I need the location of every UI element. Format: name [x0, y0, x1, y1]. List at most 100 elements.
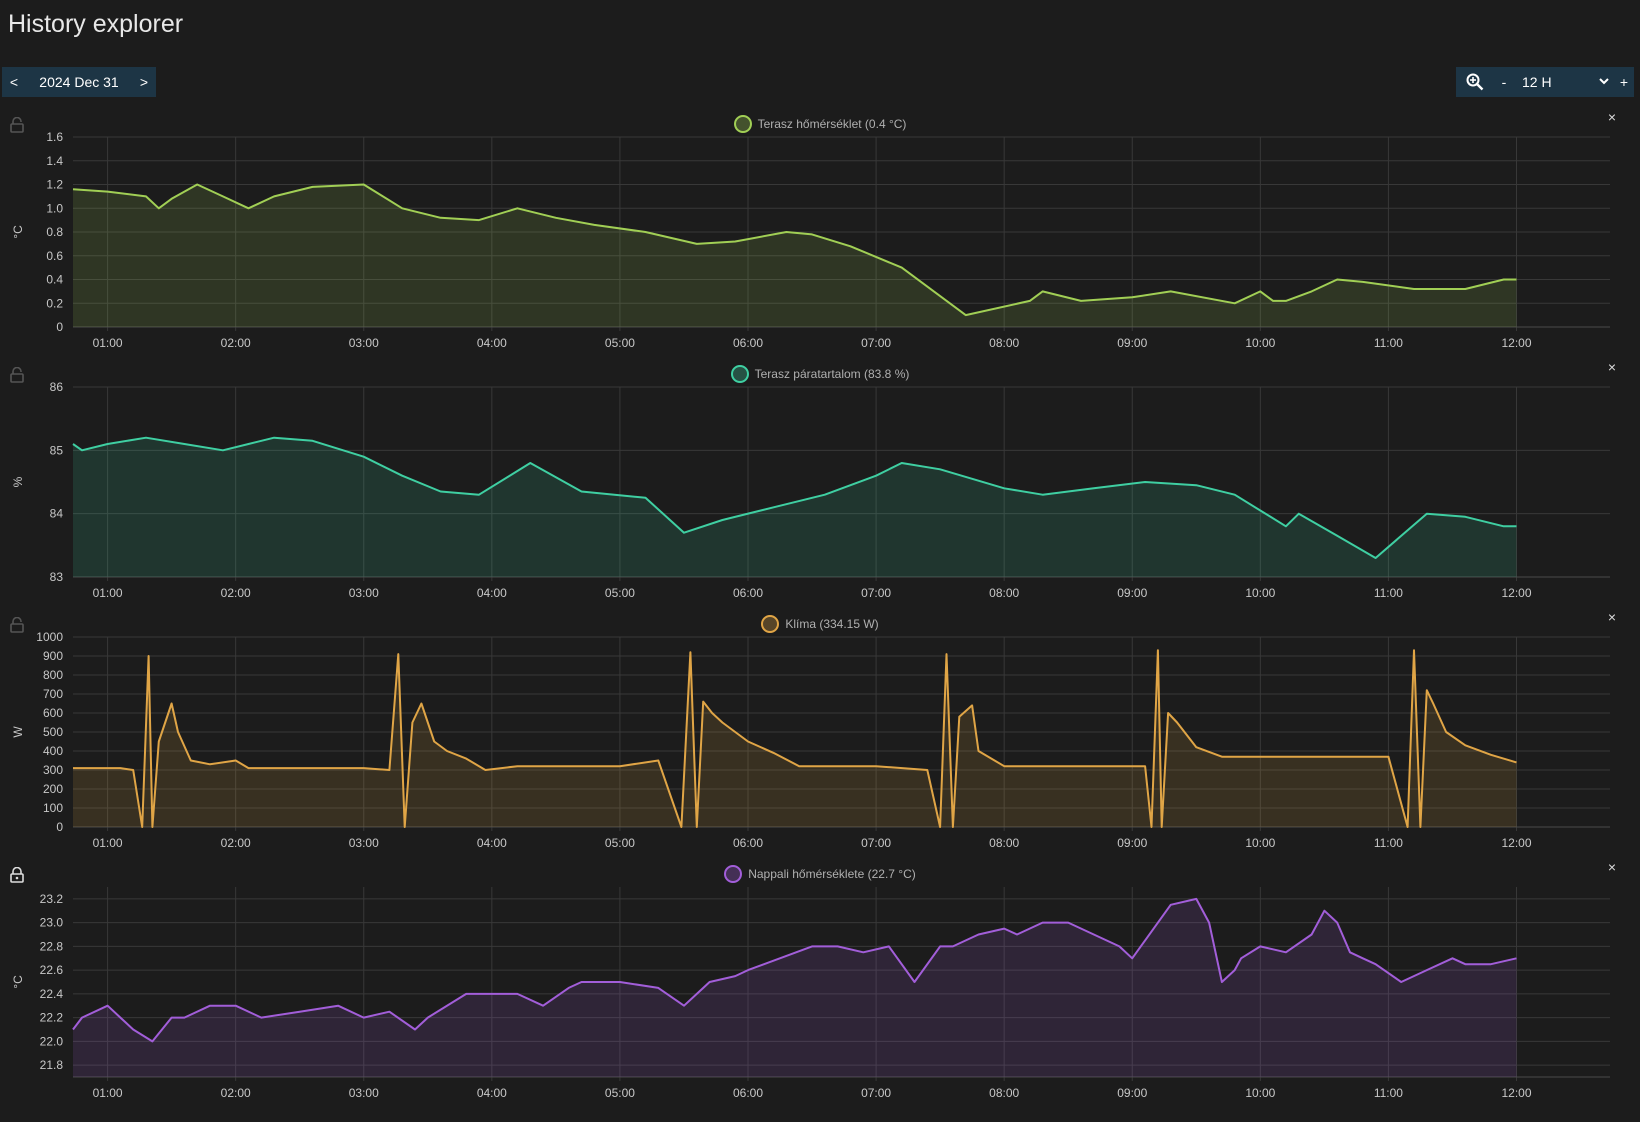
x-tick-label: 09:00	[1117, 1086, 1147, 1100]
x-tick-label: 01:00	[93, 336, 123, 350]
x-tick-label: 06:00	[733, 1086, 763, 1100]
series-line	[72, 897, 1517, 1043]
x-tick-label: 04:00	[477, 336, 507, 350]
range-value: 12 H	[1522, 74, 1552, 90]
series-area	[73, 650, 1517, 827]
lock-open-icon[interactable]	[10, 616, 24, 633]
chart-panel: Klíma (334.15 W) × 01:00 02:00 03:00 04:00 0…	[0, 605, 1640, 855]
series-area	[73, 184, 1517, 327]
chart-plot: 01:00 02:00 03:00 04:00 05:00 06:00 07:00 08:00…	[11, 380, 1610, 600]
y-tick-label: 0	[56, 320, 63, 334]
chart-panel: Terasz hőmérséklet (0.4 °C) × 01:00 02:00…	[0, 105, 1640, 355]
zoom-out-button[interactable]: -	[1501, 74, 1507, 90]
y-tick-label: 1.2	[46, 178, 63, 192]
y-tick-label: 22.2	[40, 1011, 64, 1025]
x-tick-label: 09:00	[1117, 836, 1147, 850]
close-panel-button[interactable]: ×	[1607, 859, 1616, 875]
y-tick-label: 0.4	[46, 273, 63, 287]
page-title: History explorer	[8, 10, 184, 38]
x-tick-label: 01:00	[93, 586, 123, 600]
y-axis-label: W	[11, 726, 25, 738]
chevron-down-icon	[1598, 74, 1610, 90]
x-tick-label: 07:00	[861, 586, 891, 600]
x-tick-label: 03:00	[349, 586, 379, 600]
y-tick-label: 84	[50, 507, 64, 521]
legend-dot	[730, 365, 749, 383]
x-tick-label: 03:00	[349, 836, 379, 850]
date-navigator: < 2024 Dec 31 >	[2, 67, 156, 97]
y-tick-label: 22.8	[40, 939, 64, 953]
y-tick-label: 600	[43, 706, 63, 720]
x-tick-label: 11:00	[1374, 336, 1403, 350]
y-tick-label: 0	[56, 820, 63, 834]
chart-legend[interactable]: Terasz hőmérséklet (0.4 °C)	[0, 115, 1640, 133]
y-tick-label: 700	[43, 687, 63, 701]
x-tick-label: 06:00	[733, 336, 763, 350]
series-area	[73, 437, 1517, 577]
x-tick-label: 12:00	[1501, 336, 1531, 350]
x-tick-label: 11:00	[1374, 836, 1403, 850]
y-tick-label: 22.0	[40, 1034, 64, 1048]
x-tick-label: 06:00	[733, 836, 763, 850]
range-select[interactable]: 12 H	[1514, 74, 1614, 90]
chart-plot: 01:00 02:00 03:00 04:00 05:00 06:00 07:00 08:00…	[11, 130, 1610, 350]
prev-day-button[interactable]: <	[9, 74, 19, 90]
y-tick-label: 0.8	[46, 225, 63, 239]
close-panel-button[interactable]: ×	[1607, 609, 1616, 625]
x-tick-label: 10:00	[1245, 336, 1275, 350]
x-tick-label: 08:00	[989, 1086, 1019, 1100]
y-tick-label: 1000	[36, 630, 63, 644]
y-tick-label: 22.6	[40, 963, 64, 977]
x-tick-label: 10:00	[1245, 1086, 1275, 1100]
x-tick-label: 02:00	[221, 836, 251, 850]
chart-plot: 01:00 02:00 03:00 04:00 05:00 06:00 07:00 08:00…	[11, 887, 1610, 1100]
y-axis-label: °C	[11, 975, 25, 989]
x-tick-label: 10:00	[1245, 586, 1275, 600]
chart-legend[interactable]: Terasz páratartalom (83.8 %)	[0, 365, 1640, 383]
y-tick-label: 85	[50, 443, 64, 457]
x-tick-label: 01:00	[93, 1086, 123, 1100]
x-tick-label: 07:00	[861, 836, 891, 850]
x-tick-label: 03:00	[349, 1086, 379, 1100]
y-axis-label: %	[11, 476, 25, 487]
series-line	[72, 436, 1517, 559]
y-tick-label: 0.6	[46, 249, 63, 263]
lock-open-icon[interactable]	[10, 116, 24, 133]
y-tick-label: 23.2	[40, 892, 64, 906]
y-tick-label: 21.8	[40, 1058, 64, 1072]
x-tick-label: 12:00	[1501, 836, 1531, 850]
close-panel-button[interactable]: ×	[1607, 109, 1616, 125]
close-panel-button[interactable]: ×	[1607, 359, 1616, 375]
zoom-in-button[interactable]: +	[1619, 74, 1629, 90]
series-line	[73, 649, 1517, 828]
chart-panel: Terasz páratartalom (83.8 %) × 01:00 02:0…	[0, 355, 1640, 605]
x-tick-label: 11:00	[1374, 1086, 1403, 1100]
legend-dot	[724, 865, 743, 883]
y-tick-label: 0.2	[46, 296, 63, 310]
x-tick-label: 08:00	[989, 586, 1019, 600]
x-tick-label: 02:00	[221, 1086, 251, 1100]
next-day-button[interactable]: >	[139, 74, 149, 90]
series-area	[73, 898, 1517, 1077]
x-tick-label: 01:00	[93, 836, 123, 850]
x-tick-label: 08:00	[989, 836, 1019, 850]
lock-open-icon[interactable]	[10, 366, 24, 383]
x-tick-label: 02:00	[221, 586, 251, 600]
y-tick-label: 900	[43, 649, 63, 663]
y-tick-label: 100	[43, 801, 63, 815]
chart-panel: Nappali hőmérséklete (22.7 °C) × 01:00 02…	[0, 855, 1640, 1105]
zoom-control: - 12 H +	[1456, 67, 1634, 97]
y-tick-label: 500	[43, 725, 63, 739]
chart-legend[interactable]: Nappali hőmérséklete (22.7 °C)	[0, 865, 1640, 883]
lock-closed-icon[interactable]	[10, 866, 24, 883]
x-tick-label: 04:00	[477, 836, 507, 850]
x-tick-label: 09:00	[1117, 586, 1147, 600]
chart-legend[interactable]: Klíma (334.15 W)	[0, 615, 1640, 633]
y-axis-label: °C	[11, 225, 25, 239]
x-tick-label: 07:00	[861, 336, 891, 350]
date-display[interactable]: 2024 Dec 31	[39, 74, 119, 90]
legend-label: Klíma (334.15 W)	[785, 617, 879, 631]
x-tick-label: 04:00	[477, 1086, 507, 1100]
y-tick-label: 22.4	[40, 987, 64, 1001]
zoom-icon[interactable]	[1456, 73, 1494, 91]
